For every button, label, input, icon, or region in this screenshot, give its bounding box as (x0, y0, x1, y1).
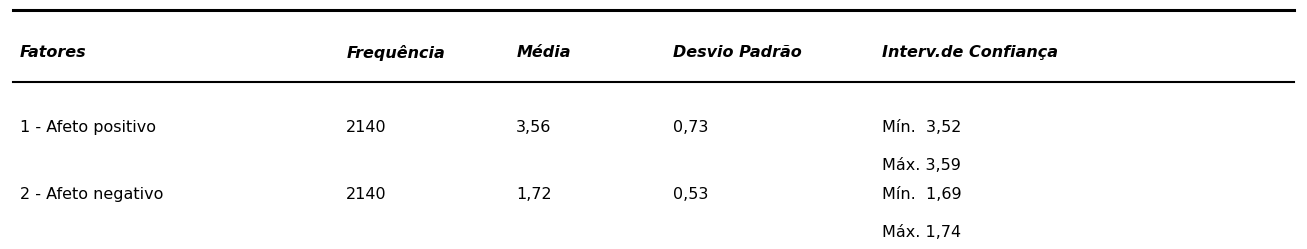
Text: Mín.  1,69: Mín. 1,69 (882, 187, 962, 202)
Text: 1,72: 1,72 (516, 187, 552, 202)
Text: 3,56: 3,56 (516, 120, 552, 134)
Text: Média: Média (516, 45, 571, 60)
Text: Interv.de Confiança: Interv.de Confiança (882, 45, 1059, 60)
Text: 0,73: 0,73 (673, 120, 708, 134)
Text: Desvio Padrão: Desvio Padrão (673, 45, 802, 60)
Text: Máx. 3,59: Máx. 3,59 (882, 158, 961, 173)
Text: Máx. 1,74: Máx. 1,74 (882, 225, 962, 240)
Text: 2140: 2140 (346, 187, 387, 202)
Text: 1 - Afeto positivo: 1 - Afeto positivo (20, 120, 156, 134)
Text: 2140: 2140 (346, 120, 387, 134)
Text: Frequência: Frequência (346, 45, 446, 61)
Text: 0,53: 0,53 (673, 187, 708, 202)
Text: 2 - Afeto negativo: 2 - Afeto negativo (20, 187, 163, 202)
Text: Fatores: Fatores (20, 45, 86, 60)
Text: Mín.  3,52: Mín. 3,52 (882, 120, 962, 134)
